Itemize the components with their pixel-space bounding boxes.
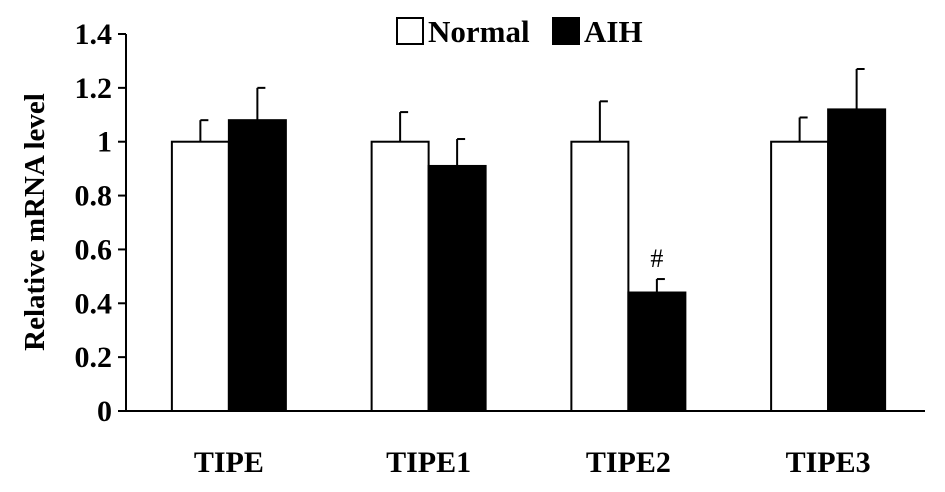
y-tick-label: 0.8 (75, 180, 113, 213)
y-axis-title: Relative mRNA level (19, 93, 51, 351)
legend-label-aih: AIH (584, 14, 643, 49)
significance-annotation: # (650, 244, 663, 273)
bar-aih (227, 119, 287, 413)
y-tick-label: 1.4 (75, 18, 113, 51)
x-category-label: TIPE2 (586, 446, 671, 479)
plot-area: 0 0.2 0.4 0.6 0.8 1 1.2 1.4 TIPE TIPE1 TIPE2 TIPE3 # (75, 18, 925, 479)
bar-normal (170, 140, 230, 412)
legend-label-normal: Normal (428, 14, 530, 49)
legend: Normal AIH (396, 14, 643, 49)
x-category-label: TIPE (194, 446, 264, 479)
bar-normal (370, 140, 430, 412)
y-tick-label: 1.2 (75, 72, 113, 105)
x-category-label: TIPE3 (786, 446, 871, 479)
legend-swatch-aih (552, 17, 580, 45)
y-tick-label: 1 (97, 126, 112, 159)
x-category-label: TIPE1 (386, 446, 471, 479)
bar-aih (427, 164, 487, 412)
y-tick-label: 0.4 (75, 287, 113, 320)
bar-aih (827, 108, 887, 413)
legend-swatch-normal (396, 17, 424, 45)
bar-normal (770, 140, 830, 412)
y-tick-label: 0.6 (75, 233, 113, 266)
bar-normal (570, 140, 630, 412)
y-tick-label: 0 (97, 395, 112, 428)
bar-aih (627, 291, 687, 412)
y-tick-label: 0.2 (75, 341, 113, 374)
